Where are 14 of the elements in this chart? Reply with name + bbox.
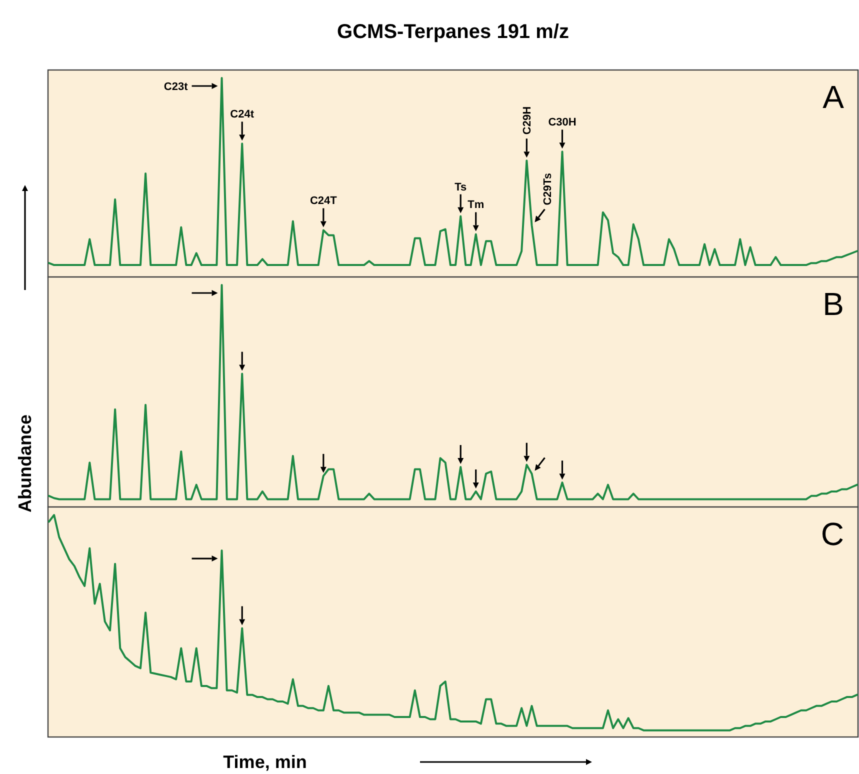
annotation: C29Ts (542, 173, 554, 206)
annotation: Ts (454, 181, 467, 194)
annotation: C (820, 516, 844, 552)
y-axis-title: Abundance (15, 414, 35, 513)
annotation: C30H (548, 116, 576, 129)
x-axis-title: Time, min (223, 752, 307, 772)
chart-title: GCMS-Terpanes 191 m/z (337, 21, 569, 43)
annotation: Tm (468, 199, 484, 212)
annotation: B (822, 286, 844, 322)
annotation: C24T (310, 195, 338, 208)
annotation: C23t (164, 81, 188, 93)
annotation: C29H (522, 106, 534, 135)
annotation: C24t (230, 108, 254, 121)
annotation: A (822, 79, 845, 115)
